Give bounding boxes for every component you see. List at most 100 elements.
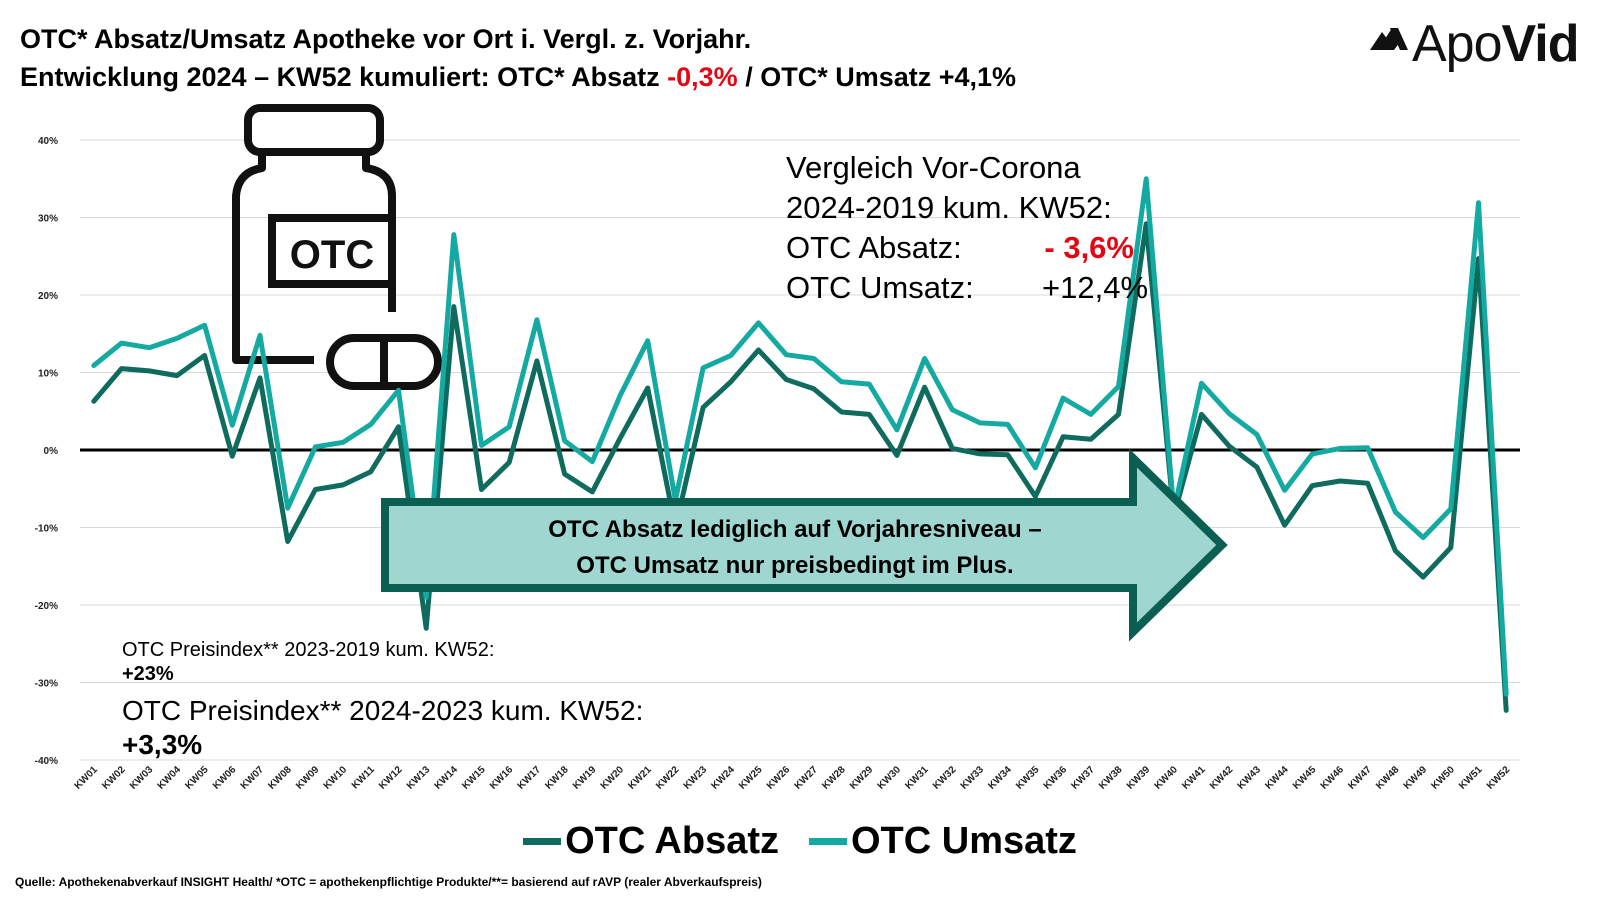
logo-mark-icon xyxy=(1370,28,1408,50)
callout-line-1: OTC Absatz lediglich auf Vorjahresniveau… xyxy=(548,516,1042,543)
logo-text-bold: Vid xyxy=(1501,15,1580,73)
apovid-logo: ApoVid xyxy=(1368,10,1588,80)
x-tick-label: KW52 xyxy=(1485,764,1513,792)
x-tick-label: KW16 xyxy=(488,764,516,792)
x-tick-label: KW15 xyxy=(460,764,488,792)
x-tick-label: KW23 xyxy=(682,764,710,792)
chart-title: OTC* Absatz/Umsatz Apotheke vor Ort i. V… xyxy=(20,20,1016,96)
x-tick-label: KW43 xyxy=(1236,764,1264,792)
x-tick-label: KW50 xyxy=(1429,764,1457,792)
x-tick-label: KW46 xyxy=(1319,764,1347,792)
x-tick-label: KW11 xyxy=(350,764,377,791)
y-tick-label: -30% xyxy=(35,679,58,690)
x-tick-label: KW39 xyxy=(1125,764,1153,792)
x-tick-label: KW28 xyxy=(820,764,848,792)
x-tick-label: KW40 xyxy=(1153,764,1181,792)
otc-bottle-icon: OTC xyxy=(232,104,442,390)
x-tick-label: KW05 xyxy=(183,764,211,792)
x-tick-label: KW29 xyxy=(848,764,876,792)
legend-swatch-umsatz xyxy=(809,838,847,845)
x-tick-label: KW04 xyxy=(156,764,184,792)
pre-corona-comparison: Vergleich Vor-Corona 2024-2019 kum. KW52… xyxy=(786,148,1149,308)
series-line-otc-absatz xyxy=(91,221,1509,713)
x-tick-label: KW45 xyxy=(1291,764,1319,792)
legend-item-umsatz: OTC Umsatz xyxy=(809,820,1077,863)
y-tick-label: -20% xyxy=(35,601,58,612)
title-absatz-value: -0,3% xyxy=(667,62,738,92)
price-index-2024-value: +3,3% xyxy=(122,729,203,760)
callout-arrow xyxy=(381,448,1228,642)
x-tick-label: KW01 xyxy=(73,764,101,792)
x-tick-label: KW10 xyxy=(322,764,350,792)
x-tick-label: KW06 xyxy=(211,764,239,792)
chart-lines xyxy=(91,176,1509,713)
x-tick-label: KW17 xyxy=(516,764,544,792)
x-tick-label: KW33 xyxy=(959,764,987,792)
comparison-absatz-value: - 3,6% xyxy=(1044,230,1134,265)
comparison-line-2: 2024-2019 kum. KW52: xyxy=(786,190,1112,225)
x-tick-label: KW44 xyxy=(1263,764,1291,792)
comparison-line-1: Vergleich Vor-Corona xyxy=(786,150,1081,185)
x-tick-label: KW37 xyxy=(1069,764,1097,792)
y-tick-label: 20% xyxy=(38,291,58,302)
x-axis-ticks: KW01 KW02 KW03 KW04 KW05 KW06 KW07 KW08 KW09 KW10… xyxy=(73,764,1513,792)
x-tick-label: KW38 xyxy=(1097,764,1125,792)
y-tick-label: 0% xyxy=(44,446,59,457)
x-tick-label: KW22 xyxy=(654,764,682,792)
price-index-2023: OTC Preisindex** 2023-2019 kum. KW52: +2… xyxy=(122,638,494,686)
comparison-umsatz-label: OTC Umsatz: xyxy=(786,270,974,305)
legend-label-umsatz: OTC Umsatz xyxy=(851,820,1077,862)
y-tick-label: -40% xyxy=(35,756,58,767)
x-tick-label: KW42 xyxy=(1208,764,1236,792)
x-tick-label: KW20 xyxy=(599,764,627,792)
title-line-2: Entwicklung 2024 – KW52 kumuliert: OTC* … xyxy=(20,58,1016,96)
y-tick-label: 40% xyxy=(38,136,58,147)
x-tick-label: KW31 xyxy=(903,764,931,792)
bottle-label: OTC xyxy=(290,233,374,277)
x-tick-label: KW48 xyxy=(1374,764,1402,792)
x-tick-label: KW24 xyxy=(709,764,737,792)
price-index-2024: OTC Preisindex** 2024-2023 kum. KW52: +3… xyxy=(122,694,643,762)
chart-legend: OTC Absatz OTC Umsatz xyxy=(0,820,1600,863)
title-line-1: OTC* Absatz/Umsatz Apotheke vor Ort i. V… xyxy=(20,24,752,54)
title-line-2-part-a: Entwicklung 2024 – KW52 kumuliert: OTC* … xyxy=(20,62,668,92)
x-tick-label: KW36 xyxy=(1042,764,1070,792)
y-axis-ticks: 40% 30% 20% 10% 0% -10% -20% -30% -40% xyxy=(35,136,58,767)
legend-item-absatz: OTC Absatz xyxy=(523,820,779,863)
x-tick-label: KW30 xyxy=(876,764,904,792)
x-tick-label: KW26 xyxy=(765,764,793,792)
y-tick-label: 10% xyxy=(38,369,58,380)
x-tick-label: KW12 xyxy=(377,764,405,792)
x-tick-label: KW03 xyxy=(128,764,156,792)
x-tick-label: KW49 xyxy=(1402,764,1430,792)
x-tick-label: KW13 xyxy=(405,764,433,792)
source-note: Quelle: Apothekenabverkauf INSIGHT Healt… xyxy=(15,875,762,889)
x-tick-label: KW14 xyxy=(433,764,461,792)
callout-line-2: OTC Umsatz nur preisbedingt im Plus. xyxy=(576,552,1014,579)
x-tick-label: KW47 xyxy=(1346,764,1374,792)
legend-label-absatz: OTC Absatz xyxy=(565,820,779,862)
x-tick-label: KW51 xyxy=(1457,764,1485,792)
x-tick-label: KW35 xyxy=(1014,764,1042,792)
x-tick-label: KW18 xyxy=(543,764,571,792)
x-tick-label: KW32 xyxy=(931,764,959,792)
price-index-2024-label: OTC Preisindex** 2024-2023 kum. KW52: xyxy=(122,695,644,726)
x-tick-label: KW09 xyxy=(294,764,322,792)
logo-text-light: Apo xyxy=(1412,15,1503,73)
series-line-otc-umsatz xyxy=(91,176,1509,697)
x-tick-label: KW34 xyxy=(986,764,1014,792)
y-tick-label: 30% xyxy=(38,214,58,225)
price-index-2023-label: OTC Preisindex** 2023-2019 kum. KW52: xyxy=(122,639,495,661)
callout-text: OTC Absatz lediglich auf Vorjahresniveau… xyxy=(390,512,1200,584)
x-tick-label: KW08 xyxy=(266,764,294,792)
comparison-umsatz-value: +12,4% xyxy=(1042,270,1149,305)
price-index-2023-value: +23% xyxy=(122,663,174,685)
y-tick-label: -10% xyxy=(35,524,58,535)
comparison-absatz-label: OTC Absatz: xyxy=(786,230,962,265)
logo-text: ApoVid xyxy=(1412,14,1579,74)
x-tick-label: KW21 xyxy=(626,764,654,792)
x-tick-label: KW07 xyxy=(239,764,267,792)
comparison-absatz-row: OTC Absatz: - 3,6% xyxy=(786,228,1134,268)
comparison-umsatz-row: OTC Umsatz: +12,4% xyxy=(786,268,1149,308)
